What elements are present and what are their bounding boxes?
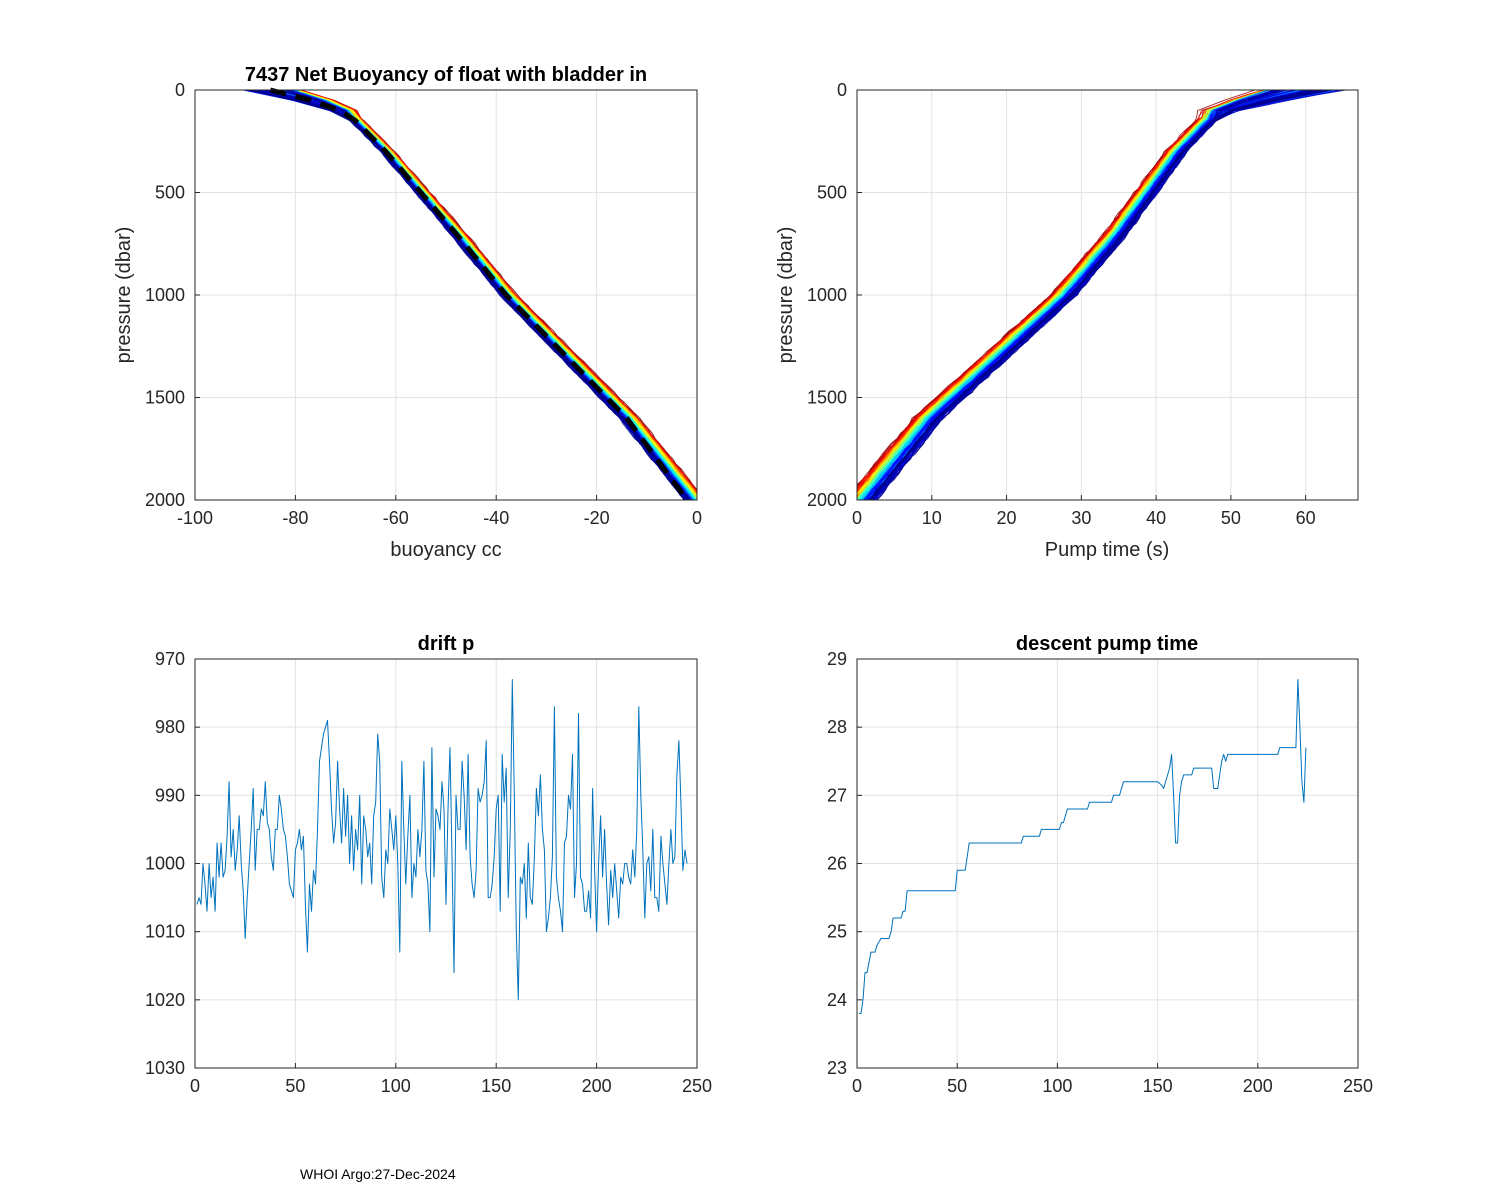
y-tick-label: 1030 [145, 1058, 185, 1078]
profile-lines [242, 87, 698, 502]
y-tick-label: 1500 [807, 388, 847, 408]
x-axis-label: Pump time (s) [1045, 539, 1169, 561]
x-tick-label: 0 [190, 1076, 200, 1096]
y-tick-label: 1500 [145, 388, 185, 408]
y-tick-label: 26 [827, 854, 847, 874]
x-tick-label: 40 [1146, 508, 1166, 528]
x-tick-label: 250 [1343, 1076, 1373, 1096]
pumptime-axes: 0 10 20 30 40 50 60 0 500 1000 1500 2000 Pump time … [775, 80, 1359, 561]
x-tick-label: 150 [1143, 1076, 1173, 1096]
x-tick-label: 200 [1243, 1076, 1273, 1096]
y-tick-label: 25 [827, 922, 847, 942]
tick-marks: 0 50 100 150 200 250 970 980 990 1000 1010 1020 1030 [145, 649, 712, 1096]
y-tick-label: 500 [817, 183, 847, 203]
y-tick-label: 1010 [145, 922, 185, 942]
x-tick-label: 0 [692, 508, 702, 528]
y-tick-label: 27 [827, 785, 847, 805]
profile-line [274, 89, 698, 501]
x-tick-label: 50 [947, 1076, 967, 1096]
x-tick-label: 50 [285, 1076, 305, 1096]
descentpump-axes: 0 50 100 150 200 250 23 24 25 26 27 28 29 descent pu… [827, 633, 1373, 1096]
x-tick-label: -60 [383, 508, 409, 528]
y-tick-label: 1000 [145, 285, 185, 305]
series-lines [859, 679, 1307, 1014]
x-tick-label: 20 [997, 508, 1017, 528]
profile-line [856, 89, 1295, 500]
profile-line [866, 89, 1282, 501]
x-tick-label: -100 [177, 508, 213, 528]
profile-line [250, 89, 686, 501]
y-tick-label: 2000 [807, 490, 847, 510]
profile-line [871, 89, 1283, 501]
y-axis-label: pressure (dbar) [113, 227, 135, 364]
x-tick-label: 10 [922, 508, 942, 528]
y-tick-label: 980 [155, 717, 185, 737]
x-tick-label: 60 [1296, 508, 1316, 528]
profile-line [279, 89, 698, 500]
x-tick-label: 0 [852, 508, 862, 528]
x-tick-label: -80 [282, 508, 308, 528]
profile-line [863, 89, 1278, 501]
y-tick-label: 2000 [145, 490, 185, 510]
x-tick-label: 30 [1071, 508, 1091, 528]
chart-title: drift p [418, 633, 475, 655]
series-line [196, 679, 688, 1001]
y-tick-label: 1000 [145, 854, 185, 874]
y-tick-label: 990 [155, 785, 185, 805]
profile-line [856, 89, 1292, 500]
y-tick-label: 0 [837, 80, 847, 100]
profile-line [246, 89, 685, 501]
x-tick-label: 50 [1221, 508, 1241, 528]
y-tick-label: 500 [155, 183, 185, 203]
x-tick-label: -20 [584, 508, 610, 528]
x-tick-label: 250 [682, 1076, 712, 1096]
y-tick-label: 0 [175, 80, 185, 100]
x-tick-label: 0 [852, 1076, 862, 1096]
y-tick-label: 970 [155, 649, 185, 669]
x-tick-label: 200 [582, 1076, 612, 1096]
chart-title: 7437 Net Buoyancy of float with bladder … [245, 64, 647, 86]
y-tick-label: 23 [827, 1058, 847, 1078]
series-lines [196, 679, 688, 1001]
chart-title: descent pump time [1016, 633, 1198, 655]
series-line [859, 679, 1307, 1014]
x-tick-label: 100 [1042, 1076, 1072, 1096]
driftp-axes: 0 50 100 150 200 250 970 980 990 1000 1010 1020 1030… [145, 633, 712, 1096]
x-axis-label: buoyancy cc [390, 539, 501, 561]
x-tick-label: -40 [483, 508, 509, 528]
y-tick-label: 29 [827, 649, 847, 669]
y-tick-label: 28 [827, 717, 847, 737]
profile-line [876, 89, 1319, 501]
tick-marks: 0 50 100 150 200 250 23 24 25 26 27 28 29 [827, 649, 1373, 1096]
y-axis-label: pressure (dbar) [775, 227, 797, 364]
y-tick-label: 1000 [807, 285, 847, 305]
y-tick-label: 1020 [145, 990, 185, 1010]
tick-marks: 0 10 20 30 40 50 60 0 500 1000 1500 2000 [807, 80, 1316, 528]
buoyancy-axes: -100 -80 -60 -40 -20 0 0 500 1000 1500 2000 7437 N… [113, 64, 702, 561]
x-tick-label: 100 [381, 1076, 411, 1096]
y-tick-label: 24 [827, 990, 847, 1010]
mean-profile-line [269, 87, 690, 502]
tick-marks: -100 -80 -60 -40 -20 0 0 500 1000 1500 2000 [145, 80, 702, 528]
footer-credit: WHOI Argo:27-Dec-2024 [300, 1166, 456, 1182]
profile-lines [856, 89, 1346, 501]
x-tick-label: 150 [481, 1076, 511, 1096]
